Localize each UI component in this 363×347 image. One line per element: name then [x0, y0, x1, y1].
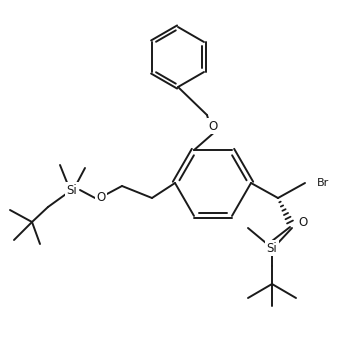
Text: Si: Si — [267, 242, 277, 254]
Text: Si: Si — [67, 184, 77, 196]
Text: O: O — [298, 215, 307, 229]
Text: Br: Br — [317, 178, 329, 188]
Text: O: O — [96, 191, 106, 203]
Text: O: O — [208, 119, 218, 133]
